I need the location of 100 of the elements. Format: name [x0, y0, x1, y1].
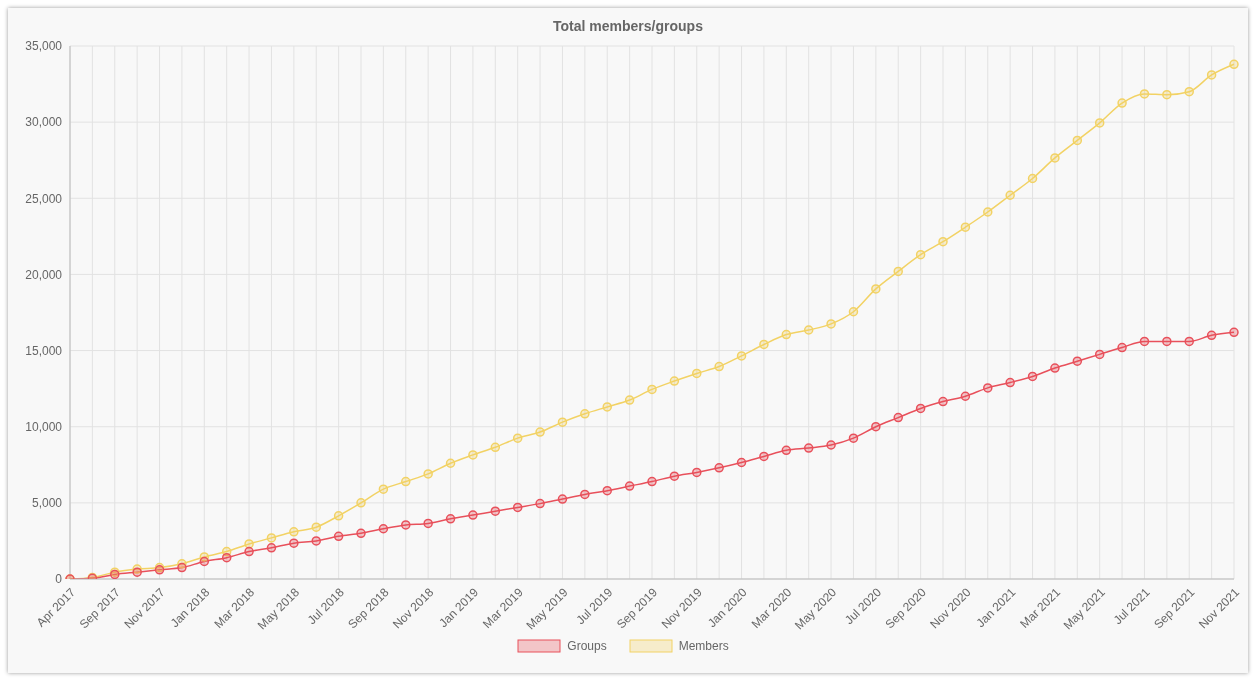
point — [423, 469, 433, 479]
point — [1162, 336, 1172, 347]
point — [356, 528, 366, 539]
point — [1229, 59, 1239, 70]
point — [893, 412, 903, 423]
point — [803, 325, 814, 335]
point — [602, 402, 612, 412]
point — [289, 527, 299, 537]
point — [1206, 70, 1217, 80]
point — [938, 396, 948, 407]
point — [1229, 327, 1239, 338]
point — [1184, 336, 1194, 347]
point — [1027, 371, 1038, 382]
point — [423, 518, 433, 529]
y-tick-label: 20,000 — [25, 267, 63, 282]
point — [580, 409, 590, 419]
point — [1072, 356, 1083, 366]
point — [983, 383, 993, 393]
point — [915, 249, 926, 260]
point — [893, 266, 903, 277]
point — [580, 489, 590, 500]
point — [736, 351, 747, 361]
point — [490, 506, 501, 516]
y-tick-label: 15,000 — [25, 343, 63, 358]
point — [199, 556, 210, 567]
point — [333, 531, 344, 542]
point — [1206, 330, 1217, 341]
y-tick-label: 0 — [55, 572, 63, 587]
point — [983, 207, 993, 217]
point — [1005, 377, 1015, 388]
point — [781, 445, 792, 456]
y-tick-label: 25,000 — [25, 191, 63, 206]
point — [871, 284, 881, 294]
point — [468, 450, 478, 460]
point — [692, 368, 702, 379]
point — [1139, 336, 1150, 347]
point — [512, 433, 523, 443]
point — [1050, 363, 1060, 373]
point — [512, 502, 523, 513]
point — [803, 443, 814, 453]
point — [356, 498, 366, 508]
point — [289, 538, 299, 548]
point — [692, 467, 702, 478]
point — [535, 498, 545, 509]
point — [669, 471, 680, 481]
point — [848, 433, 859, 443]
point — [602, 485, 612, 496]
point — [311, 522, 321, 532]
point — [1162, 89, 1172, 100]
point — [244, 546, 254, 557]
point — [557, 417, 568, 427]
point — [938, 236, 948, 247]
point — [557, 494, 568, 504]
point — [1072, 135, 1083, 146]
point — [468, 510, 478, 520]
point — [177, 562, 187, 573]
point — [1139, 89, 1150, 99]
point — [848, 306, 859, 317]
y-tick-label: 5,000 — [31, 496, 63, 511]
point — [759, 451, 769, 462]
point — [960, 391, 971, 402]
point — [445, 458, 456, 469]
point — [445, 514, 456, 524]
point — [871, 421, 881, 432]
point — [1027, 173, 1038, 184]
point — [401, 520, 411, 530]
point — [960, 222, 971, 232]
chart-title: Total members/groups — [552, 17, 704, 36]
y-tick-label: 35,000 — [25, 39, 63, 54]
point — [1005, 190, 1015, 200]
legend-label: Groups — [567, 639, 607, 653]
point — [1117, 342, 1127, 353]
point — [647, 384, 657, 395]
point — [535, 427, 545, 437]
point — [1184, 86, 1194, 97]
point — [714, 463, 724, 473]
point — [781, 329, 792, 340]
point — [266, 543, 277, 553]
point — [378, 484, 389, 494]
point — [826, 440, 836, 450]
point — [1094, 118, 1105, 128]
point — [714, 361, 724, 372]
point — [266, 533, 277, 543]
y-tick-label: 30,000 — [25, 115, 63, 130]
point — [736, 457, 747, 468]
point — [624, 395, 635, 405]
point — [401, 476, 411, 487]
point — [311, 536, 321, 546]
point — [647, 476, 657, 487]
point — [490, 442, 501, 453]
point — [378, 524, 389, 534]
point — [1117, 98, 1127, 108]
point — [221, 552, 232, 563]
point — [1050, 153, 1060, 163]
point — [826, 319, 836, 329]
point — [333, 511, 344, 521]
point — [1094, 349, 1105, 360]
point — [915, 403, 926, 414]
point — [759, 339, 769, 350]
y-tick-label: 10,000 — [25, 419, 63, 434]
